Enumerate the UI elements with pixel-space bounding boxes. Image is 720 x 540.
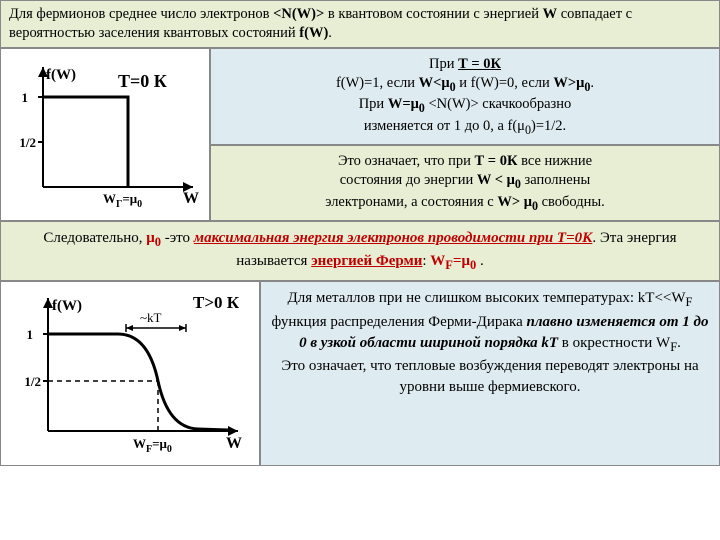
svg-text:1: 1 <box>26 327 33 342</box>
svg-text:W: W <box>226 435 242 452</box>
b1-l2a: f(W)=1, если <box>336 75 419 91</box>
b3-l8: Это означает, что тепловые возбуждения п… <box>281 358 698 395</box>
header-w: W <box>543 6 558 22</box>
chart1-cell: f(W) T=0 К 1 1/2 W WГ=μ0 <box>0 48 210 222</box>
svg-text:T>0 К: T>0 К <box>193 293 240 312</box>
svg-text:1/2: 1/2 <box>19 135 36 150</box>
b2-l3c: свободны. <box>538 194 605 210</box>
b2-l2b: W < μ0 <box>477 172 521 188</box>
block2: Это означает, что при Т = 0К все нижние … <box>210 145 720 221</box>
b3-l5: в окрестности <box>558 335 656 351</box>
row-1: f(W) T=0 К 1 1/2 W WГ=μ0 При Т = 0К f(W)… <box>0 48 720 222</box>
b2-l1a: Это означает, что при <box>338 153 475 169</box>
b2-l3b: W> μ0 <box>497 194 538 210</box>
svg-text:T=0 К: T=0 К <box>118 71 167 91</box>
b2-l1c: все нижние <box>517 153 592 169</box>
b3-l6: WF <box>656 335 677 351</box>
b1-l2d: W>μ0 <box>553 75 590 91</box>
mid-b: -это <box>161 230 194 246</box>
chart1-svg: f(W) T=0 К 1 1/2 W WГ=μ0 <box>8 57 203 212</box>
header-box: Для фермионов среднее число электронов <… <box>0 0 720 48</box>
text-col-1: При Т = 0К f(W)=1, если W<μ0 и f(W)=0, е… <box>210 48 720 222</box>
svg-text:1: 1 <box>21 90 28 105</box>
svg-text:f(W): f(W) <box>46 67 76 83</box>
b3-l2: kT<<WF <box>638 290 693 306</box>
b1-l4b: )=1/2. <box>531 118 566 134</box>
row-2: ~kT f(W) T>0 К 1 1/2 W WF=μ0 Для металло… <box>0 281 720 466</box>
mid-g: WF=μ0 <box>430 253 476 269</box>
header-text-a: Для фермионов среднее число электронов <box>9 6 273 22</box>
header-text-b: в квантовом состоянии с энергией <box>324 6 542 22</box>
b3-l7: . <box>677 335 681 351</box>
block1: При Т = 0К f(W)=1, если W<μ0 и f(W)=0, е… <box>210 48 720 146</box>
b1-l3a: При <box>359 96 388 112</box>
b1-l4: изменяется от 1 до 0, а f(μ <box>364 118 525 134</box>
b1-l2c: и f(W)=0, если <box>456 75 554 91</box>
svg-text:W: W <box>183 190 199 207</box>
mid-i: . <box>476 253 484 269</box>
b2-l2a: состояния до энергии <box>340 172 477 188</box>
svg-text:1/2: 1/2 <box>24 374 41 389</box>
header-nw: <N(W)> <box>273 6 324 22</box>
svg-text:~kT: ~kT <box>140 310 162 325</box>
header-fw: f(W) <box>299 25 328 41</box>
svg-text:f(W): f(W) <box>52 298 82 314</box>
b1-l3b: W=μ0 <box>388 96 425 112</box>
mid-mu0: μ0 <box>146 230 161 246</box>
b1-l1b: Т = 0К <box>458 56 501 72</box>
mid-block: Следовательно, μ0 -это максимальная энер… <box>0 221 720 281</box>
b2-l3a: электронами, а состояния с <box>325 194 497 210</box>
b1-l3c: <N(W)> скачкообразно <box>425 96 571 112</box>
b2-l1b: Т = 0К <box>475 153 518 169</box>
b3-l1: Для металлов при не слишком высоких темп… <box>288 290 638 306</box>
b2-l2c: заполнены <box>521 172 590 188</box>
b1-l1a: При <box>429 56 458 72</box>
mid-e: энергией Ферми <box>311 253 422 269</box>
b1-l2b: W<μ0 <box>419 75 456 91</box>
mid-c: максимальная энергия электронов проводим… <box>194 230 593 246</box>
block3: Для металлов при не слишком высоких темп… <box>260 281 720 466</box>
chart2-cell: ~kT f(W) T>0 К 1 1/2 W WF=μ0 <box>0 281 260 466</box>
b3-l3: функция распределения Ферми-Дирака <box>272 314 527 330</box>
mid-a: Следовательно, <box>43 230 146 246</box>
chart2-svg: ~kT f(W) T>0 К 1 1/2 W WF=μ0 <box>8 286 253 461</box>
